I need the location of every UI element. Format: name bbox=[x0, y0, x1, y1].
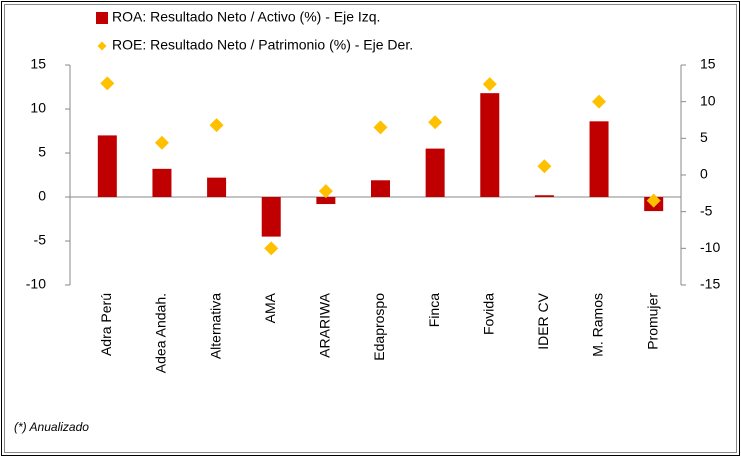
x-tick-label: AMA bbox=[262, 292, 278, 323]
bar bbox=[152, 168, 172, 197]
point bbox=[154, 135, 169, 150]
bar bbox=[261, 197, 281, 237]
x-tick-label: ARARIWA bbox=[317, 292, 333, 357]
bar bbox=[425, 148, 445, 197]
bar bbox=[589, 121, 609, 197]
x-tick-label: Adea Andah. bbox=[153, 293, 169, 373]
bar bbox=[371, 180, 390, 197]
point bbox=[373, 120, 388, 135]
x-tick-label: Promujer bbox=[644, 293, 660, 350]
x-tick-label: Fovida bbox=[480, 293, 496, 335]
y2-tick-label: 10 bbox=[700, 92, 716, 108]
x-tick-label: IDER CV bbox=[535, 292, 551, 349]
y-tick-label: -5 bbox=[34, 232, 47, 248]
bar bbox=[534, 195, 554, 197]
y-tick-label: 15 bbox=[30, 56, 46, 72]
point bbox=[482, 77, 497, 92]
bar bbox=[97, 135, 117, 197]
point bbox=[646, 193, 661, 208]
x-tick-label: Alternativa bbox=[207, 293, 223, 359]
x-tick-label: Edaprospo bbox=[371, 293, 387, 361]
x-tick-label: Adra Perú bbox=[98, 293, 114, 356]
point bbox=[592, 94, 607, 109]
inner-frame bbox=[4, 4, 737, 453]
y2-tick-label: -15 bbox=[700, 276, 720, 292]
bar bbox=[316, 197, 336, 205]
y-tick-label: -10 bbox=[26, 276, 46, 292]
bar bbox=[480, 93, 500, 197]
point bbox=[209, 118, 224, 133]
y-tick-label: 10 bbox=[30, 100, 46, 116]
point bbox=[318, 184, 333, 199]
point bbox=[428, 115, 443, 130]
y2-tick-label: -10 bbox=[700, 239, 720, 255]
point bbox=[100, 76, 115, 91]
x-tick-label: M. Ramos bbox=[590, 293, 606, 357]
footnote: (*) Anualizado bbox=[14, 420, 89, 434]
point bbox=[537, 159, 552, 174]
y2-tick-label: 15 bbox=[700, 56, 716, 72]
y2-tick-label: -5 bbox=[700, 202, 713, 218]
legend-marker bbox=[97, 41, 107, 51]
legend-label: ROA: Resultado Neto / Activo (%) - Eje I… bbox=[112, 9, 380, 25]
legend-label: ROE: Resultado Neto / Patrimonio (%) - E… bbox=[112, 37, 413, 53]
y-tick-label: 5 bbox=[38, 144, 46, 160]
y2-tick-label: 0 bbox=[700, 166, 708, 182]
legend-marker bbox=[96, 12, 108, 24]
y-tick-label: 0 bbox=[38, 188, 46, 204]
point bbox=[264, 241, 279, 256]
bar bbox=[207, 177, 227, 197]
y2-tick-label: 5 bbox=[700, 129, 708, 145]
x-tick-label: Finca bbox=[426, 293, 442, 327]
